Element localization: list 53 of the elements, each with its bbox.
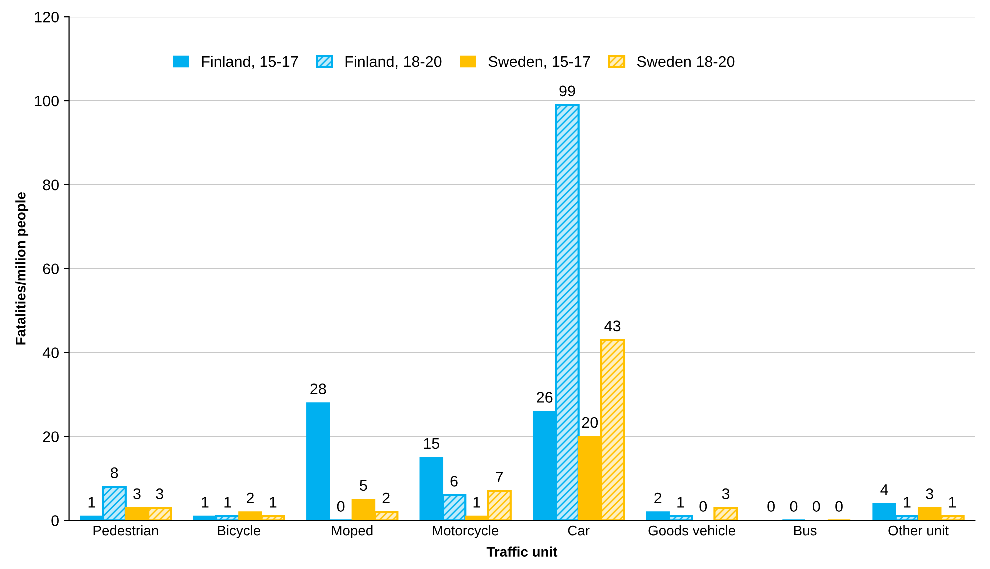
data-label: 15 [424, 438, 440, 450]
data-label: 1 [224, 497, 232, 508]
data-label: 3 [134, 488, 141, 500]
y-tick-label: 120 [35, 12, 59, 23]
y-tick-label: 60 [43, 264, 59, 275]
y-axis-title: Fatalities/milion people [16, 192, 29, 345]
data-label: 1 [270, 497, 277, 508]
data-label: 0 [812, 501, 820, 512]
data-label: 3 [722, 488, 730, 500]
data-label: 2 [382, 492, 390, 504]
x-tick-label: Car [568, 526, 590, 536]
y-tick-label: 100 [35, 96, 59, 107]
x-tick-label: Motorcycle [433, 525, 499, 538]
data-label: 28 [310, 384, 326, 395]
data-label: 1 [949, 497, 956, 508]
data-label: 0 [836, 501, 843, 512]
x-tick-label: Pedestrian [94, 525, 158, 536]
data-label: 2 [246, 492, 254, 504]
x-tick-label: Moped [332, 525, 373, 538]
data-label: 43 [604, 320, 621, 332]
x-tick-label: Other unit [888, 525, 949, 536]
data-label: 26 [537, 392, 553, 403]
data-label: 8 [111, 468, 118, 478]
data-label: 0 [700, 501, 708, 512]
x-axis-title: Traffic unit [486, 546, 558, 557]
data-label: 1 [678, 497, 684, 508]
data-label: 20 [582, 417, 598, 428]
x-tick-label: Bicycle [218, 525, 261, 538]
y-tick-label: 80 [43, 180, 59, 191]
data-label: 1 [202, 497, 209, 508]
legend-label: Sweden, 15-17 [488, 56, 590, 70]
data-label: 3 [926, 488, 934, 500]
data-label: 0 [337, 501, 345, 512]
data-label: 7 [496, 472, 504, 483]
x-tick-label: Bus [794, 526, 817, 536]
x-tick-label: Goods vehicle [648, 525, 736, 536]
data-label: 6 [450, 476, 458, 487]
data-label: 3 [156, 488, 164, 500]
data-label: 1 [474, 497, 480, 508]
data-label: 99 [560, 86, 576, 97]
data-label: 4 [880, 484, 888, 496]
legend-label: Finland, 15-17 [202, 56, 298, 70]
data-label: 1 [904, 497, 911, 508]
data-label: 1 [88, 497, 96, 508]
data-label: 0 [768, 501, 775, 512]
data-label: 5 [360, 480, 368, 492]
y-tick-label: 0 [52, 516, 59, 526]
data-label: 2 [654, 492, 662, 504]
y-tick-label: 20 [43, 432, 59, 442]
data-label: 0 [790, 501, 798, 512]
legend-label: Sweden 18-20 [637, 56, 735, 68]
legend-label: Finland, 18-20 [346, 56, 442, 70]
y-tick-label: 40 [42, 348, 59, 358]
